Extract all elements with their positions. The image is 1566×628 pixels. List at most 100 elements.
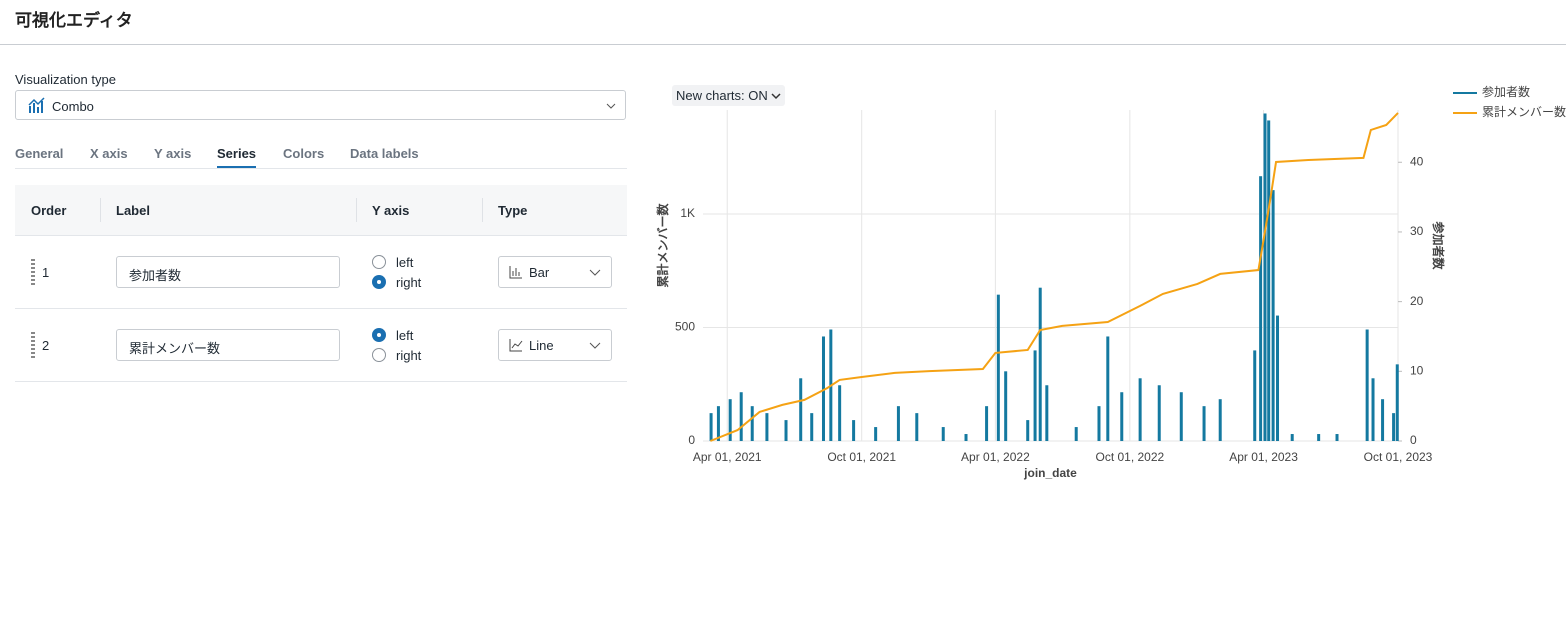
row-divider [15,381,627,382]
bar [1106,336,1110,441]
bar [896,406,900,441]
drag-handle[interactable] [31,332,35,358]
bar [1097,406,1101,441]
bar [996,294,1000,441]
bar [1276,315,1280,441]
column-separator [100,198,101,222]
y-axis-title: 累計メンバー数 [655,203,670,288]
x-tick-label: Apr 01, 2021 [693,450,762,464]
chevron [771,93,781,100]
bar [799,378,803,441]
bar [1371,378,1375,441]
row-divider [15,308,627,309]
bar [1259,176,1263,441]
bar [1074,427,1078,441]
bar [915,413,919,441]
bar [709,413,713,441]
tab[interactable]: Series [217,146,257,168]
bar [765,413,769,441]
order: 2 [42,338,50,353]
tab[interactable]: X axis [90,146,128,161]
radio-label: right [396,275,422,290]
page-title: 可視化エディタ [15,11,133,30]
y2-tick-label: 0 [1410,433,1417,447]
type-select[interactable]: Bar [498,256,612,288]
bar [728,399,732,441]
bar [739,392,743,441]
bar [1267,120,1271,441]
tab[interactable]: General [15,146,64,161]
drag-handle[interactable] [31,259,35,285]
type-select[interactable]: Line [498,329,612,361]
x-tick-label: Oct 01, 2022 [1095,450,1164,464]
label-input[interactable]: 参加者数 [116,256,340,288]
bar [1392,413,1396,441]
y-tick-label: 500 [675,320,695,334]
bar [1253,350,1257,441]
tab[interactable]: Data labels [350,146,419,161]
bar [1263,113,1267,442]
bar [1317,434,1321,441]
x-axis-title: join_date [1023,466,1077,480]
label-input[interactable]: 累計メンバー数 [116,329,340,361]
tab[interactable]: Y axis [154,146,192,161]
bar [1120,392,1124,441]
bar [1395,364,1399,441]
bar [1157,385,1161,441]
bar [1365,329,1369,441]
bar [1381,399,1385,441]
divider [0,44,1566,45]
column-header: Order [31,203,67,218]
type-value: Line [529,338,554,353]
type-value: Bar [529,265,550,280]
x-tick-label: Oct 01, 2021 [827,450,896,464]
bar [1038,287,1042,441]
bar [985,406,989,441]
y-tick-label: 0 [688,433,695,447]
visualization-type-select[interactable]: Combo [15,90,626,120]
legend-label: 累計メンバー数 [1482,104,1566,119]
radio[interactable] [372,348,386,362]
field-label: Visualization type [15,72,116,87]
bar [1271,190,1275,441]
select-value: Combo [52,99,94,114]
bar [1004,371,1008,441]
line-icon [509,339,523,352]
x-tick-label: Apr 01, 2023 [1229,450,1298,464]
tab[interactable]: Colors [283,146,325,161]
y2-tick-label: 40 [1410,154,1424,168]
bar [852,420,856,441]
bar [1179,392,1183,441]
bar [810,413,814,441]
radio-label: left [396,328,414,343]
new-charts-toggle[interactable]: New charts: ON [672,85,786,106]
radio[interactable] [372,328,386,342]
line [709,112,1399,442]
column-header: Type [498,203,528,218]
bar [821,336,825,441]
column-header: Y axis [372,203,410,218]
radio[interactable] [372,255,386,269]
bar [1138,378,1142,441]
tab-divider [15,168,627,169]
column-header: Label [116,203,150,218]
chevron [606,103,616,109]
bar [750,406,754,441]
bar [784,420,788,441]
chevron [589,342,601,349]
radio[interactable] [372,275,386,289]
bar [1026,420,1030,441]
bar [1033,350,1037,441]
bar [1218,399,1222,441]
chart: Apr 01, 2021 Oct 01, 2021 Apr 01, 2022 Oct … [655,84,1566,480]
column-separator [482,198,483,222]
bar [716,406,720,441]
x-tick-label: Apr 01, 2022 [961,450,1030,464]
bar [874,427,878,441]
y2-tick-label: 20 [1410,294,1424,308]
x-tick-label: Oct 01, 2023 [1364,450,1433,464]
order: 1 [42,265,50,280]
y2-tick-label: 30 [1410,224,1424,238]
